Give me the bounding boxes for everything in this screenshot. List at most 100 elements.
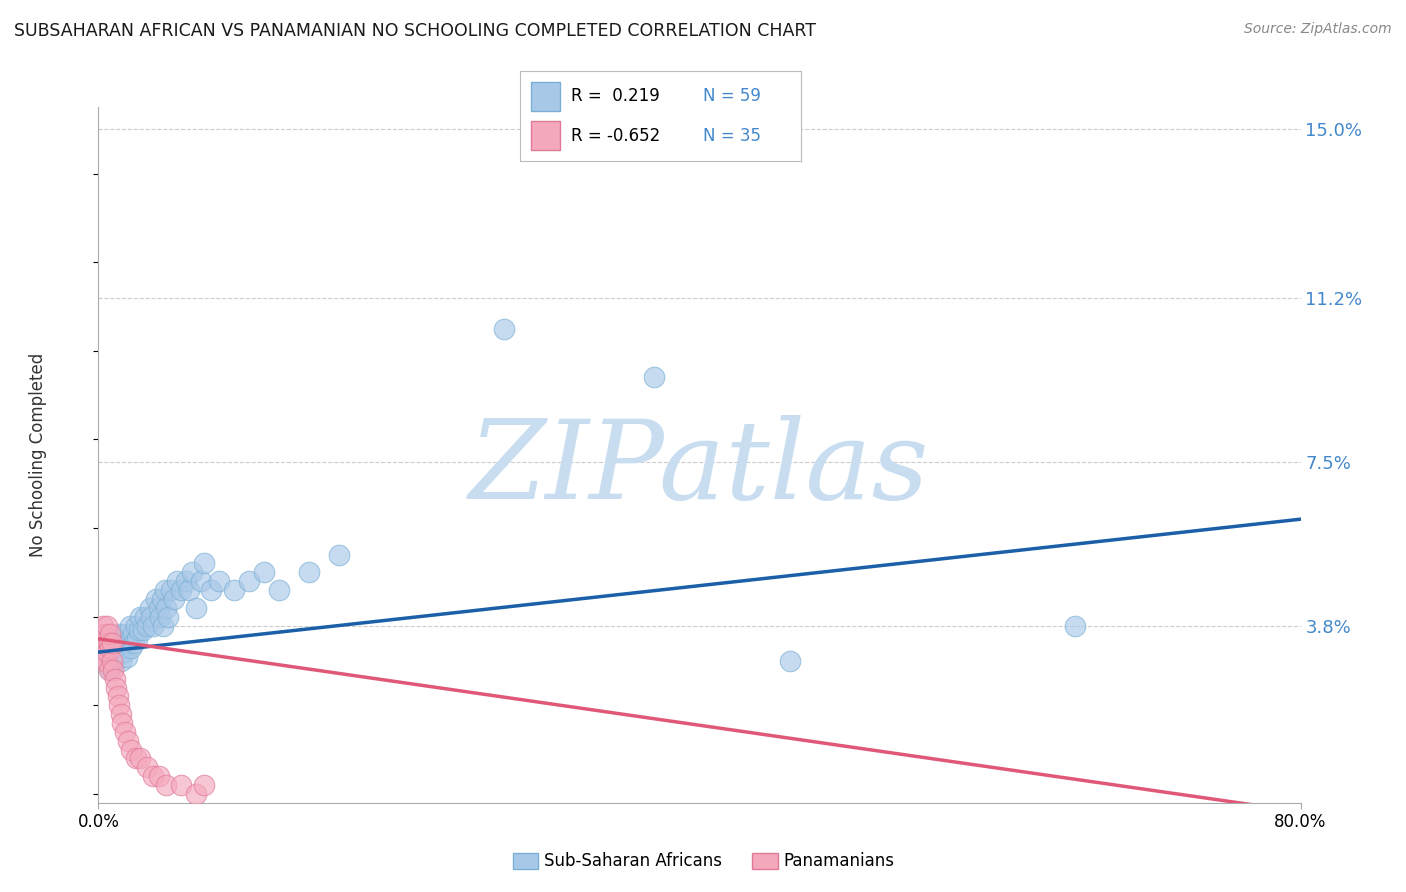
Point (91, 618, 114, 632)
Point (153, 583, 176, 598)
Point (94, 654, 117, 668)
Point (141, 618, 163, 632)
Point (134, 609, 156, 624)
Text: Panamanians: Panamanians (783, 852, 894, 870)
Point (190, 574, 212, 589)
Point (132, 623, 155, 637)
Point (135, 760, 157, 774)
Text: N = 35: N = 35 (703, 127, 761, 145)
Point (104, 672, 127, 686)
Point (298, 566, 321, 580)
Text: R =  0.219: R = 0.219 (571, 87, 659, 105)
Point (148, 769, 170, 783)
Point (267, 583, 290, 598)
Point (108, 698, 131, 713)
FancyBboxPatch shape (531, 121, 560, 150)
Point (193, 778, 215, 792)
Point (149, 609, 172, 624)
Point (90, 627, 112, 641)
Point (118, 618, 141, 632)
Point (177, 583, 200, 598)
Point (97, 636, 120, 650)
Point (103, 663, 125, 677)
Point (208, 574, 231, 589)
Point (148, 600, 170, 615)
Point (125, 751, 148, 765)
Point (117, 636, 139, 650)
Point (117, 733, 139, 747)
FancyBboxPatch shape (513, 853, 538, 869)
Text: Sub-Saharan Africans: Sub-Saharan Africans (544, 852, 723, 870)
Point (96, 645, 118, 659)
Point (180, 566, 202, 580)
Point (103, 632, 125, 646)
Text: Source: ZipAtlas.com: Source: ZipAtlas.com (1244, 22, 1392, 37)
Point (93, 654, 115, 668)
Point (93, 636, 115, 650)
Point (100, 627, 122, 641)
Point (494, 321, 516, 335)
Point (97, 663, 120, 677)
Point (115, 649, 138, 664)
FancyBboxPatch shape (531, 82, 560, 111)
Point (222, 583, 245, 598)
Text: N = 59: N = 59 (703, 87, 761, 105)
Text: ZIPatlas: ZIPatlas (470, 415, 929, 523)
Point (170, 583, 193, 598)
Point (152, 618, 174, 632)
Point (96, 618, 118, 632)
Point (110, 707, 132, 722)
Point (124, 636, 146, 650)
Point (155, 778, 177, 792)
Point (101, 640, 124, 655)
FancyBboxPatch shape (752, 853, 778, 869)
Point (156, 609, 179, 624)
Point (155, 600, 177, 615)
Point (110, 654, 132, 668)
Point (253, 566, 276, 580)
Point (128, 623, 150, 637)
Point (184, 787, 207, 801)
Point (111, 640, 134, 655)
Point (93, 654, 115, 668)
Text: R = -0.652: R = -0.652 (571, 127, 659, 145)
Point (108, 627, 131, 641)
Point (112, 645, 135, 659)
Point (121, 640, 143, 655)
Point (150, 591, 173, 606)
Point (129, 609, 152, 624)
Point (125, 618, 148, 632)
Point (94, 627, 117, 641)
Point (138, 600, 160, 615)
Point (107, 690, 129, 704)
Point (328, 548, 350, 562)
Point (166, 574, 188, 589)
Point (89, 636, 111, 650)
Point (162, 591, 184, 606)
Point (122, 627, 145, 641)
Point (127, 632, 149, 646)
Point (121, 742, 143, 756)
Point (200, 583, 222, 598)
Point (184, 600, 207, 615)
Point (1064, 618, 1087, 632)
Point (114, 627, 136, 641)
Text: SUBSAHARAN AFRICAN VS PANAMANIAN NO SCHOOLING COMPLETED CORRELATION CHART: SUBSAHARAN AFRICAN VS PANAMANIAN NO SCHO… (14, 22, 815, 40)
Point (174, 574, 197, 589)
Point (91, 645, 114, 659)
Point (107, 645, 129, 659)
Point (105, 681, 128, 695)
Point (139, 609, 162, 624)
Point (135, 618, 157, 632)
Point (141, 769, 163, 783)
Point (643, 370, 665, 384)
Point (170, 778, 193, 792)
Point (104, 654, 127, 668)
Point (100, 663, 122, 677)
Point (129, 751, 152, 765)
Point (193, 557, 215, 571)
Point (100, 640, 122, 655)
Point (96, 645, 118, 659)
Point (114, 725, 136, 739)
Point (101, 654, 124, 668)
